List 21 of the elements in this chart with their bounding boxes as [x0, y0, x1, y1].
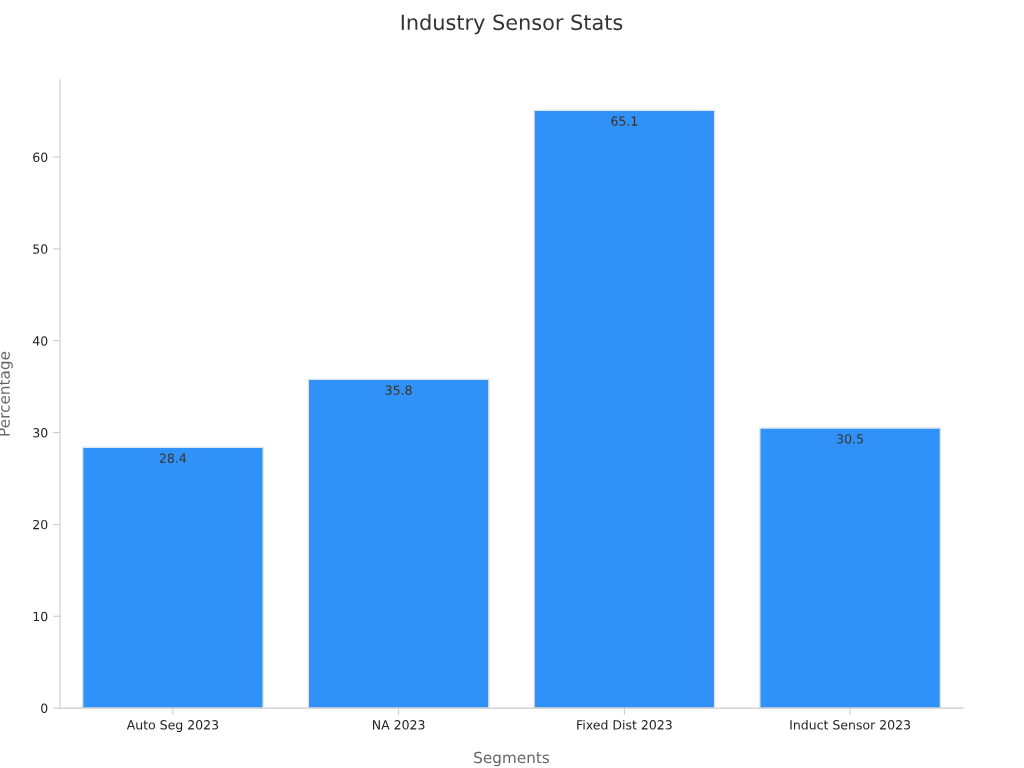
y-tick-label: 0	[41, 703, 48, 714]
y-tick-label: 40	[32, 336, 48, 346]
y-tick-label: 60	[33, 152, 48, 162]
bar	[533, 109, 716, 709]
bar	[307, 378, 490, 709]
x-tick-label: Auto Seg 2023	[126, 720, 219, 732]
y-tick-label: 30	[33, 428, 48, 438]
x-axis-title: Segments	[474, 751, 550, 767]
y-tick-label: 20	[33, 519, 48, 530]
x-tick-label: Induct Sensor 2023	[790, 719, 911, 730]
data-label: 35.8	[385, 385, 412, 395]
x-tick-label: NA 2023	[373, 720, 425, 730]
data-label: 65.1	[611, 116, 638, 126]
chart-title: Industry Sensor Stats	[401, 14, 623, 35]
x-tick-label: Fixed Dist 2023	[577, 719, 672, 730]
y-tick-label: 50	[33, 244, 48, 254]
bar	[759, 427, 942, 709]
bar	[81, 446, 264, 709]
y-tick-label: 10	[33, 611, 48, 622]
data-label: 28.4	[159, 453, 187, 463]
data-label: 30.5	[837, 434, 863, 444]
